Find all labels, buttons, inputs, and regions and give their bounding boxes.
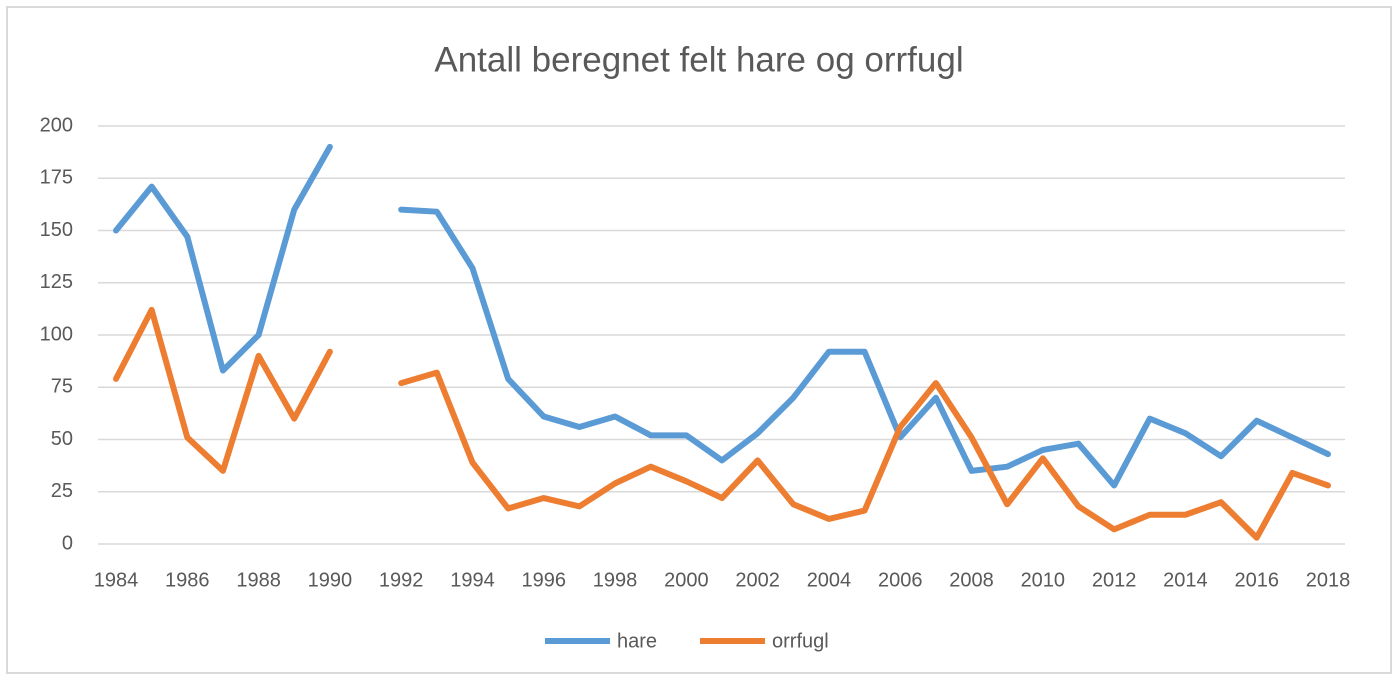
y-tick-label: 50	[51, 428, 73, 450]
x-tick-label: 1994	[450, 569, 495, 591]
x-tick-label: 2014	[1163, 569, 1208, 591]
x-tick-label: 1986	[165, 569, 210, 591]
y-tick-label: 150	[40, 219, 73, 241]
x-tick-label: 2000	[664, 569, 709, 591]
y-tick-label: 175	[40, 167, 73, 189]
legend-label: hare	[617, 630, 657, 652]
x-tick-label: 1998	[593, 569, 638, 591]
x-tick-label: 1984	[94, 569, 139, 591]
x-tick-label: 1996	[522, 569, 567, 591]
y-tick-label: 75	[51, 376, 73, 398]
chart-title: Antall beregnet felt hare og orrfugl	[434, 40, 963, 79]
x-tick-label: 2010	[1021, 569, 1066, 591]
y-tick-label: 25	[51, 480, 73, 502]
chart-border	[6, 6, 1392, 674]
x-tick-label: 2002	[735, 569, 780, 591]
y-tick-label: 200	[40, 114, 73, 136]
x-tick-label: 1990	[308, 569, 353, 591]
y-tick-label: 125	[40, 271, 73, 293]
x-tick-label: 2016	[1234, 569, 1279, 591]
x-tick-label: 1992	[379, 569, 424, 591]
x-tick-label: 2008	[949, 569, 994, 591]
y-tick-label: 0	[62, 532, 73, 554]
legend-label: orrfugl	[772, 630, 829, 652]
x-tick-label: 2004	[807, 569, 852, 591]
x-tick-label: 2012	[1092, 569, 1137, 591]
series-line	[113, 143, 1331, 489]
x-tick-label: 1988	[236, 569, 281, 591]
series-line	[113, 306, 1331, 541]
y-tick-label: 100	[40, 323, 73, 345]
x-tick-label: 2006	[878, 569, 923, 591]
x-tick-label: 2018	[1306, 569, 1351, 591]
